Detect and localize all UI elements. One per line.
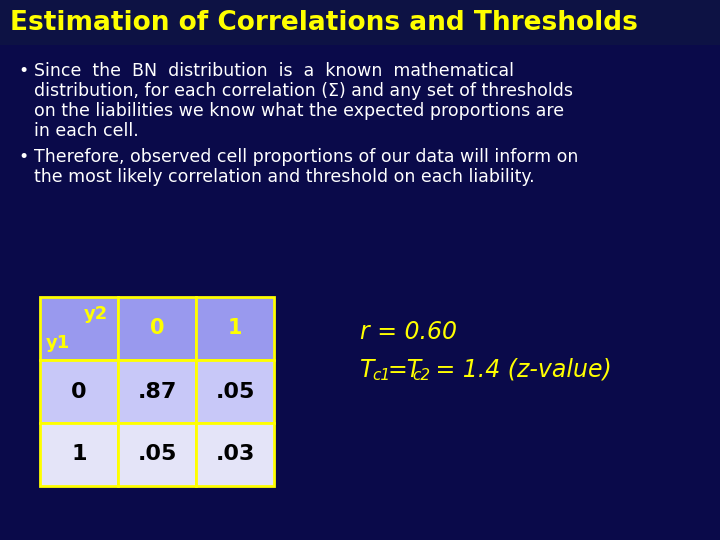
Text: =T: =T xyxy=(387,358,421,382)
Text: in each cell.: in each cell. xyxy=(34,122,139,140)
Text: .05: .05 xyxy=(138,444,176,464)
Text: T: T xyxy=(360,358,374,382)
Text: Since  the  BN  distribution  is  a  known  mathematical: Since the BN distribution is a known mat… xyxy=(34,62,514,80)
Text: 0: 0 xyxy=(71,381,87,402)
Text: •: • xyxy=(18,62,28,80)
Text: 1: 1 xyxy=(71,444,86,464)
FancyBboxPatch shape xyxy=(40,360,118,423)
Text: •: • xyxy=(18,148,28,166)
FancyBboxPatch shape xyxy=(118,423,196,486)
Text: c2: c2 xyxy=(412,368,430,383)
Text: .05: .05 xyxy=(215,381,255,402)
FancyBboxPatch shape xyxy=(40,423,118,486)
Text: .03: .03 xyxy=(215,444,255,464)
Text: 0: 0 xyxy=(150,319,164,339)
FancyBboxPatch shape xyxy=(0,0,720,45)
Text: the most likely correlation and threshold on each liability.: the most likely correlation and threshol… xyxy=(34,168,535,186)
FancyBboxPatch shape xyxy=(40,297,118,360)
FancyBboxPatch shape xyxy=(196,297,274,360)
Text: = 1.4 (z-value): = 1.4 (z-value) xyxy=(428,358,612,382)
Text: on the liabilities we know what the expected proportions are: on the liabilities we know what the expe… xyxy=(34,102,564,120)
Text: Estimation of Correlations and Thresholds: Estimation of Correlations and Threshold… xyxy=(10,10,638,36)
Text: c1: c1 xyxy=(372,368,390,383)
Text: y2: y2 xyxy=(84,305,108,323)
Text: Therefore, observed cell proportions of our data will inform on: Therefore, observed cell proportions of … xyxy=(34,148,578,166)
Text: r = 0.60: r = 0.60 xyxy=(360,320,457,344)
FancyBboxPatch shape xyxy=(118,360,196,423)
Text: 1: 1 xyxy=(228,319,242,339)
FancyBboxPatch shape xyxy=(196,360,274,423)
Text: y1: y1 xyxy=(46,334,71,352)
Text: distribution, for each correlation (Σ) and any set of thresholds: distribution, for each correlation (Σ) a… xyxy=(34,82,573,100)
FancyBboxPatch shape xyxy=(118,297,196,360)
Text: .87: .87 xyxy=(138,381,176,402)
FancyBboxPatch shape xyxy=(196,423,274,486)
